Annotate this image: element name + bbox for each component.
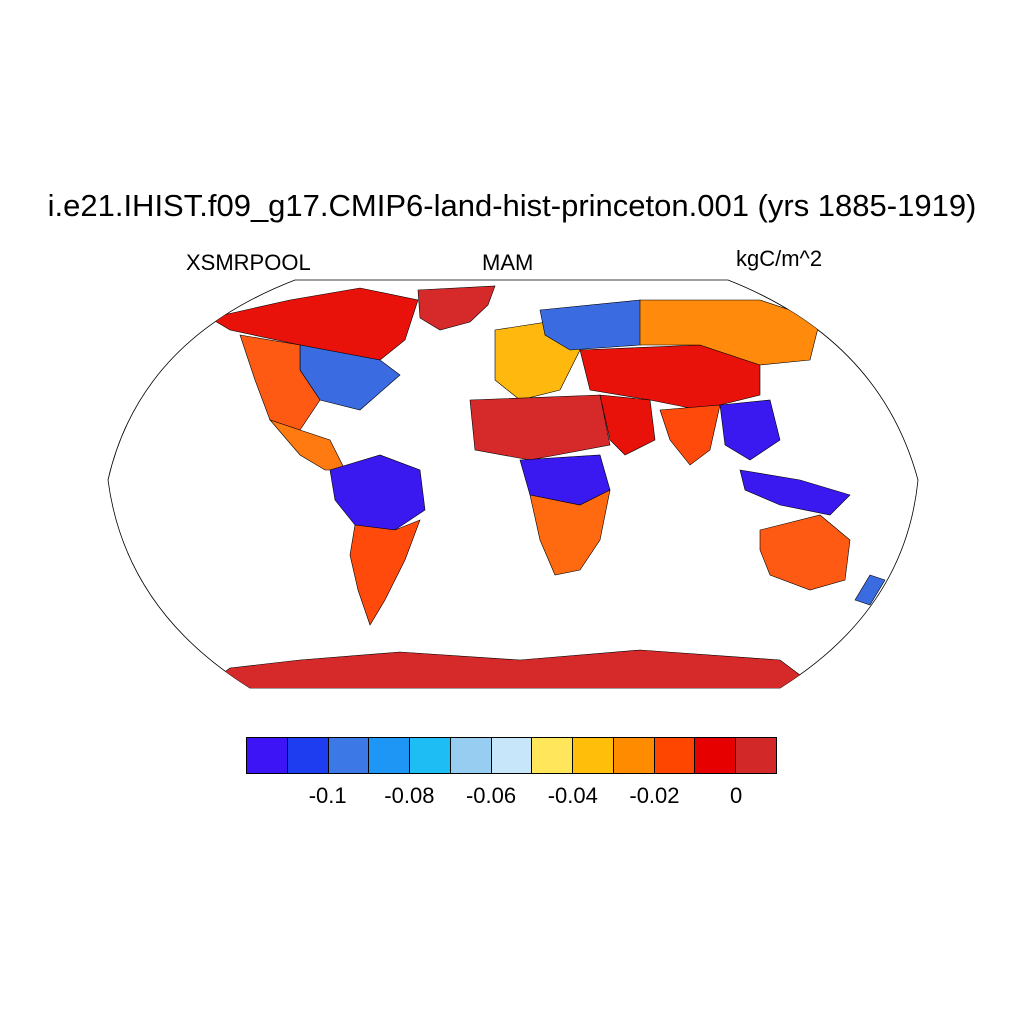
colorbar-box-4 <box>410 738 451 773</box>
region-southeast-asia <box>719 399 781 461</box>
colorbar-box-11 <box>695 738 737 773</box>
colorbar <box>246 737 777 774</box>
season-label: MAM <box>482 250 534 275</box>
region-antarctica <box>199 649 821 688</box>
variable-label: XSMRPOOL <box>186 250 311 275</box>
region-canada <box>209 287 419 361</box>
colorbar-box-1 <box>287 738 329 773</box>
plot-title: i.e21.IHIST.f09_g17.CMIP6-land-hist-prin… <box>47 188 977 223</box>
colorbar-tick-label: 0 <box>730 783 743 808</box>
region-indonesia <box>739 469 851 516</box>
colorbar-box-12 <box>736 738 776 773</box>
region-greenland <box>417 285 496 331</box>
colorbar-box-3 <box>369 738 411 773</box>
region-siberia <box>639 299 821 366</box>
colorbar-box-10 <box>654 738 696 773</box>
colorbar-box-2 <box>328 738 370 773</box>
region-india <box>659 404 721 466</box>
colorbar-box-8 <box>573 738 614 773</box>
colorbar-box-0 <box>247 738 288 773</box>
colorbar-tick-label: -0.08 <box>384 783 435 808</box>
region-australia <box>759 514 851 591</box>
colorbar-tick-label: -0.06 <box>465 783 517 808</box>
region-amazon <box>329 454 426 531</box>
colorbar-box-6 <box>491 738 533 773</box>
colorbar-box-7 <box>532 738 574 773</box>
colorbar-box-5 <box>450 738 492 773</box>
colorbar-tick-label: -0.04 <box>547 783 598 808</box>
colorbar-box-9 <box>613 738 655 773</box>
region-arabia <box>599 394 656 456</box>
region-west-united-states <box>239 334 321 431</box>
colorbar-tick-label: -0.02 <box>629 783 680 808</box>
region-south-africa <box>529 489 611 576</box>
region-sahara <box>469 394 611 461</box>
region-south-south-america <box>349 519 421 626</box>
colorbar-tick-label: -0.1 <box>308 783 347 808</box>
region-new-zealand <box>854 574 886 606</box>
units-label: kgC/m^2 <box>736 246 823 271</box>
